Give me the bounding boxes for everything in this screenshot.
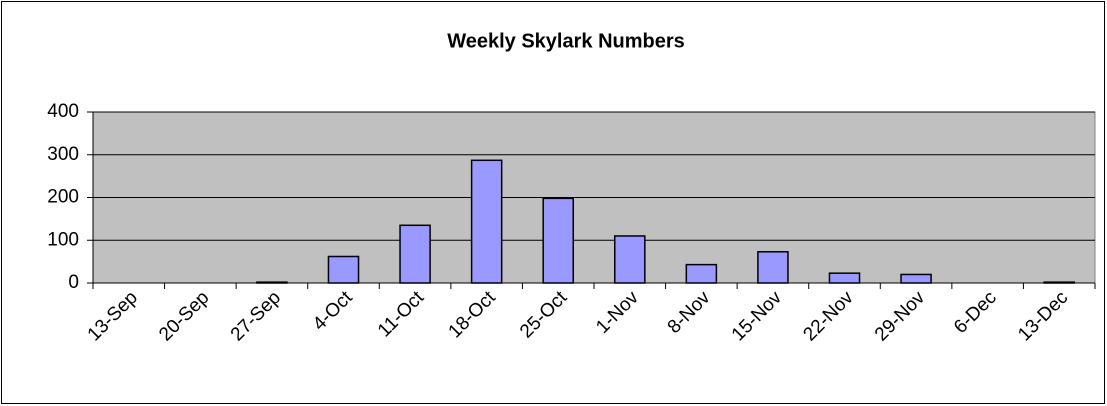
bar <box>614 235 646 284</box>
y-tick-label: 300 <box>47 144 79 165</box>
bar <box>256 281 288 284</box>
bar <box>1043 281 1075 284</box>
bar <box>828 272 861 284</box>
bar <box>399 224 431 284</box>
bar <box>470 159 503 284</box>
y-tick-label: 0 <box>68 272 79 293</box>
y-tick-label: 400 <box>47 101 79 122</box>
bar <box>900 273 932 284</box>
y-tick-label: 100 <box>47 229 79 250</box>
bar <box>542 197 574 284</box>
bar <box>757 251 789 284</box>
chart-title: Weekly Skylark Numbers <box>447 30 685 52</box>
bar <box>327 255 360 284</box>
bar <box>685 263 718 284</box>
y-tick-label: 200 <box>47 187 79 208</box>
